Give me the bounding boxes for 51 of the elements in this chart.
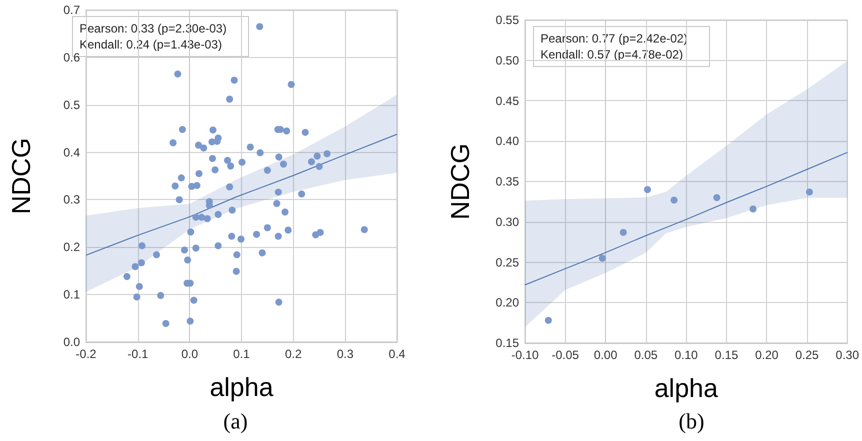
point (806, 188, 813, 196)
line-series (524, 152, 848, 286)
point (620, 228, 627, 236)
point (750, 205, 757, 212)
y-tick-label: 0.30 (496, 214, 520, 229)
y-tick-label: 0.35 (496, 174, 520, 188)
y-tick-label: 0.7 (63, 3, 80, 17)
y-tick-label: 0.1 (63, 288, 80, 302)
y-axis-title: NDCG (445, 143, 475, 220)
annotation: Pearson: 0.33 (p=2.30e-03) (80, 22, 227, 36)
text: (b) (678, 408, 704, 434)
x-tick-label: 0.0 (181, 347, 198, 361)
annotation: Kendall: 0.57 (p=4.78e-02) (540, 48, 683, 62)
x-tick-label: 0.1 (233, 347, 250, 361)
x-tick-label: 0.10 (674, 348, 698, 362)
y-tick-label: 0.20 (496, 296, 520, 310)
y-axis-title: NDCG (6, 138, 36, 214)
line-series (86, 134, 398, 256)
point (544, 316, 552, 324)
x-tick-label: -0.2 (76, 347, 97, 361)
y-tick-label: 0.25 (496, 255, 520, 270)
x-tick-label: 0.05 (634, 348, 658, 362)
y-tick-label: 0.50 (496, 53, 520, 68)
x-tick-label: 0.4 (388, 347, 406, 361)
point (670, 196, 678, 204)
x-tick-label: -0.05 (552, 348, 580, 362)
x-tick-label: 0.00 (594, 348, 618, 362)
x-tick-label: 0.2 (284, 347, 302, 361)
y-tick-label: 0.4 (63, 145, 80, 160)
x-axis-title: alpha (210, 372, 274, 402)
x-tick-label: -0.10 (511, 348, 539, 362)
y-tick-label: 0.15 (496, 336, 520, 350)
y-tick-label: 0.2 (63, 240, 80, 254)
x-tick-label: 0.3 (336, 347, 354, 361)
point (598, 254, 606, 262)
x-tick-label: 0.15 (714, 348, 738, 362)
x-axis-title: alpha (654, 373, 719, 403)
y-tick-label: 0.5 (63, 98, 80, 112)
y-tick-label: 0.0 (63, 335, 80, 349)
x-tick-label: 0.30 (836, 348, 860, 362)
y-tick-label: 0.3 (63, 192, 80, 207)
y-tick-label: 0.55 (496, 13, 520, 27)
y-tick-label: 0.45 (496, 94, 520, 108)
x-tick-label: 0.25 (795, 348, 820, 362)
point (713, 194, 720, 202)
x-tick-label: -0.1 (127, 347, 148, 361)
text: (a) (223, 408, 248, 434)
y-tick-label: 0.40 (496, 134, 520, 148)
x-tick-label: 0.20 (755, 348, 779, 362)
point (644, 186, 651, 194)
y-tick-label: 0.6 (63, 50, 80, 64)
